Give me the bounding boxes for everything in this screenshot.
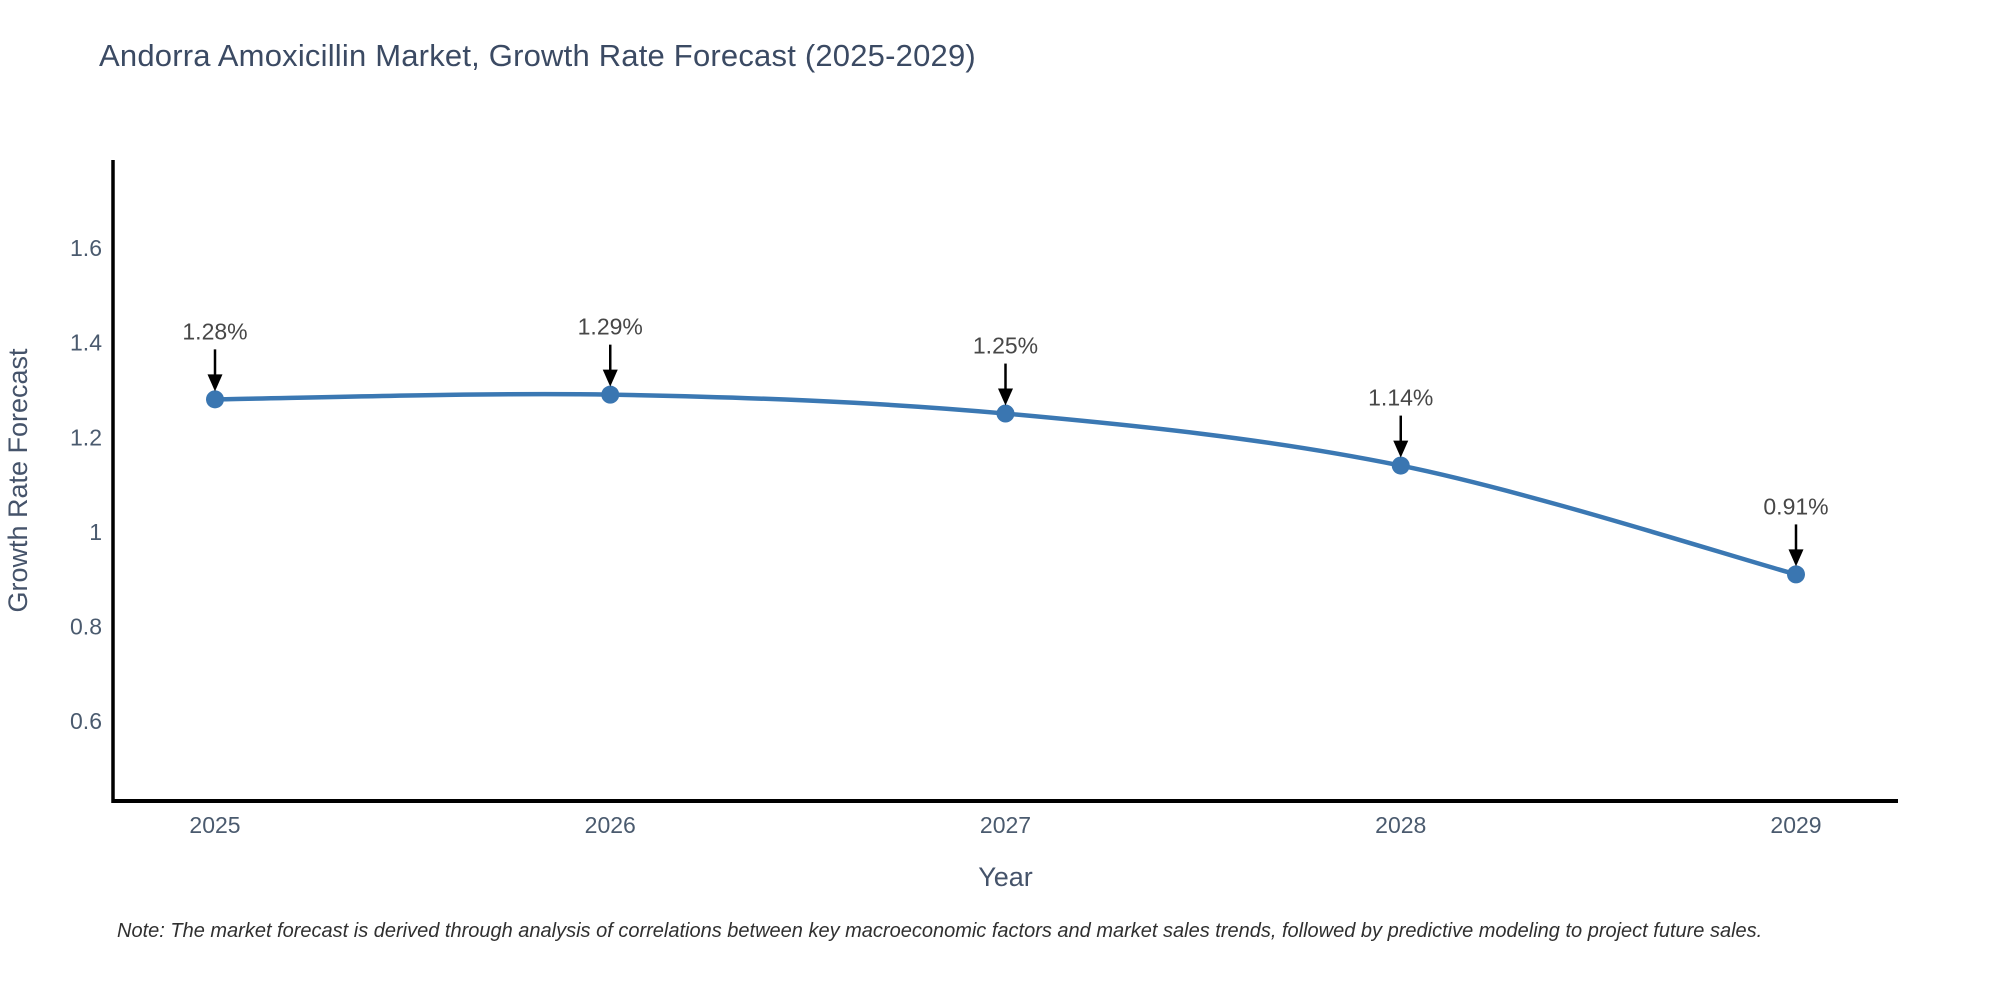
- y-tick-label: 0.8: [70, 613, 102, 639]
- annotation-label: 1.29%: [578, 314, 643, 340]
- y-tick-label: 1.2: [70, 424, 102, 450]
- annotation-label: 1.25%: [973, 333, 1038, 359]
- y-tick-label: 0.6: [70, 708, 102, 734]
- data-point-marker[interactable]: [601, 385, 620, 404]
- annotation-label: 1.14%: [1368, 385, 1433, 411]
- annotation-label: 1.28%: [182, 318, 247, 344]
- data-point-marker[interactable]: [996, 404, 1015, 423]
- x-tick-label: 2029: [1770, 812, 1821, 838]
- x-tick-label: 2026: [585, 812, 636, 838]
- y-tick-label: 1.6: [70, 235, 102, 261]
- annotation-label: 0.91%: [1763, 493, 1828, 519]
- annotation-arrowhead: [1788, 549, 1804, 567]
- x-tick-label: 2025: [189, 812, 240, 838]
- annotation-arrowhead: [1393, 440, 1409, 458]
- y-axis-title: Growth Rate Forecast: [3, 348, 33, 613]
- x-axis-title: Year: [978, 862, 1033, 892]
- x-tick-label: 2028: [1375, 812, 1426, 838]
- annotation-arrowhead: [602, 369, 618, 387]
- chart-title: Andorra Amoxicillin Market, Growth Rate …: [99, 38, 976, 73]
- data-point-marker[interactable]: [1391, 456, 1410, 475]
- x-tick-label: 2027: [980, 812, 1031, 838]
- data-point-marker[interactable]: [1787, 565, 1805, 584]
- annotation-arrowhead: [998, 388, 1013, 406]
- y-tick-label: 1.4: [70, 330, 102, 356]
- annotation-arrowhead: [207, 374, 223, 392]
- chart-footnote: Note: The market forecast is derived thr…: [117, 920, 1763, 942]
- y-tick-label: 1: [89, 519, 102, 545]
- data-point-marker[interactable]: [206, 390, 224, 409]
